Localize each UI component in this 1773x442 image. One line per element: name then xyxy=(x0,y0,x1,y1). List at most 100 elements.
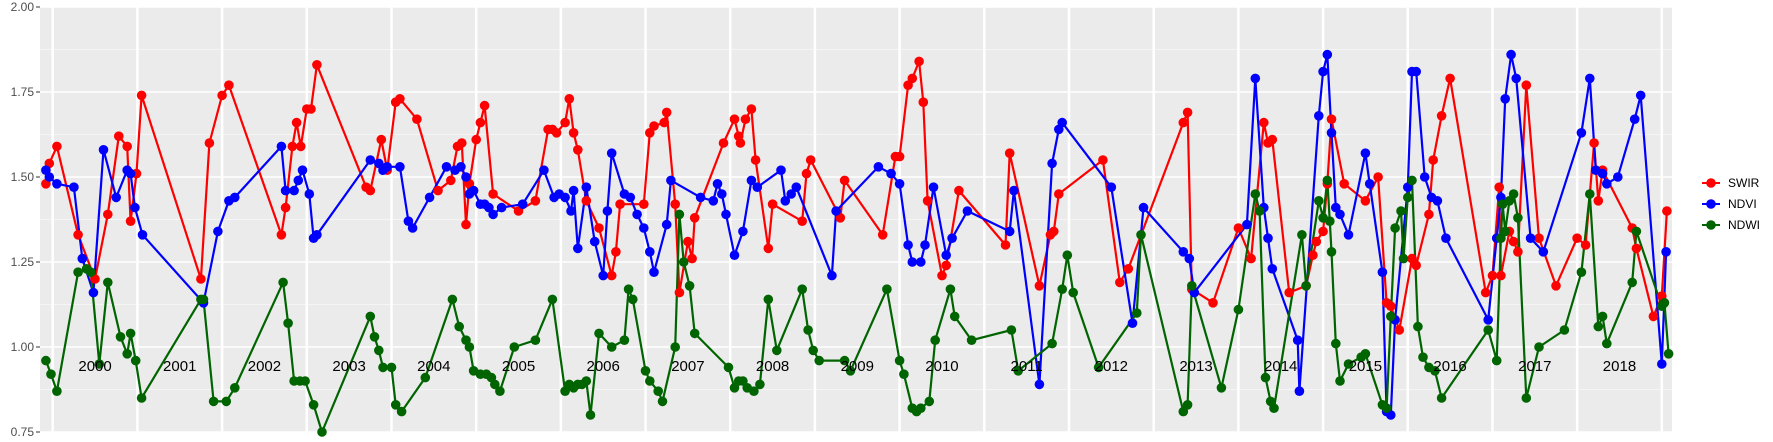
data-point-ndwi xyxy=(1491,355,1502,366)
data-point-ndwi xyxy=(1260,372,1271,383)
data-point-ndwi xyxy=(122,349,132,359)
year-label: 2012 xyxy=(1095,358,1128,375)
data-point-ndwi xyxy=(1331,338,1341,349)
data-point-ndwi xyxy=(581,376,592,386)
data-point-swir xyxy=(1284,287,1294,298)
data-point-ndvi xyxy=(1661,247,1671,257)
data-point-swir xyxy=(125,216,136,226)
data-point-ndvi xyxy=(1343,230,1354,240)
data-point-swir xyxy=(568,128,579,138)
data-point-ndvi xyxy=(581,182,592,192)
legend-label: NDVI xyxy=(1728,197,1757,211)
data-point-ndvi xyxy=(894,179,905,189)
data-point-ndwi xyxy=(674,209,685,220)
data-point-ndvi xyxy=(1009,185,1019,196)
data-point-ndwi xyxy=(1593,321,1604,332)
data-point-ndvi xyxy=(791,182,802,192)
data-point-ndvi xyxy=(280,185,291,196)
data-point-ndvi xyxy=(873,162,884,172)
data-point-swir xyxy=(1386,301,1396,312)
data-point-swir xyxy=(740,114,751,124)
data-point-swir xyxy=(1394,325,1405,335)
data-point-swir xyxy=(276,230,287,240)
data-point-ndvi xyxy=(88,287,99,298)
data-point-ndwi xyxy=(208,396,219,407)
data-point-ndwi xyxy=(1500,226,1510,237)
data-point-ndwi xyxy=(1585,189,1595,199)
data-point-ndwi xyxy=(1398,253,1409,264)
data-point-swir xyxy=(1182,107,1193,118)
data-point-swir xyxy=(877,230,888,240)
data-point-swir xyxy=(1648,311,1659,322)
data-point-ndwi xyxy=(594,328,604,339)
year-label: 2013 xyxy=(1179,358,1212,375)
data-point-ndvi xyxy=(1335,209,1345,220)
data-point-ndvi xyxy=(1483,315,1493,325)
data-point-ndvi xyxy=(382,162,393,172)
data-point-swir xyxy=(1496,270,1506,281)
data-point-ndwi xyxy=(606,342,617,352)
data-point-ndvi xyxy=(365,155,376,165)
data-point-swir xyxy=(1373,172,1383,182)
data-point-swir xyxy=(376,134,387,145)
data-point-ndwi xyxy=(490,379,500,390)
data-point-swir xyxy=(560,117,570,128)
legend-key-point xyxy=(1706,178,1716,188)
data-point-swir xyxy=(1494,182,1504,192)
data-point-ndwi xyxy=(619,335,630,346)
data-point-ndvi xyxy=(213,226,223,237)
data-point-swir xyxy=(1411,260,1421,271)
data-point-ndvi xyxy=(1576,128,1587,138)
data-point-swir xyxy=(488,189,498,199)
data-point-ndwi xyxy=(1335,376,1345,386)
data-point-ndwi xyxy=(1314,196,1324,206)
data-point-swir xyxy=(1487,270,1498,281)
year-label: 2000 xyxy=(78,358,111,375)
data-point-ndvi xyxy=(1419,172,1430,182)
data-point-swir xyxy=(659,117,669,128)
data-point-ndvi xyxy=(962,206,973,216)
data-point-ndwi xyxy=(115,332,126,342)
data-point-swir xyxy=(136,90,147,101)
data-point-swir xyxy=(1360,196,1371,206)
data-point-ndvi xyxy=(566,206,576,216)
data-point-ndvi xyxy=(729,250,740,260)
data-point-swir xyxy=(1326,114,1337,124)
data-point-ndwi xyxy=(1483,325,1493,335)
data-point-ndwi xyxy=(1513,213,1523,223)
data-point-swir xyxy=(564,94,575,104)
data-point-ndvi xyxy=(1585,73,1595,84)
data-point-ndvi xyxy=(666,175,676,186)
data-point-ndwi xyxy=(317,427,327,437)
data-point-swir xyxy=(1580,240,1591,250)
data-point-ndwi xyxy=(1301,281,1311,291)
data-point-ndvi xyxy=(1441,233,1451,243)
data-point-swir xyxy=(291,117,302,128)
data-point-swir xyxy=(365,185,376,196)
data-point-ndwi xyxy=(52,386,62,397)
data-point-swir xyxy=(937,270,947,281)
data-point-ndvi xyxy=(1525,233,1536,243)
data-point-swir xyxy=(718,138,729,148)
y-tick-label: 1.75 xyxy=(11,85,35,99)
data-point-ndwi xyxy=(1326,247,1337,257)
data-point-ndvi xyxy=(1411,66,1421,77)
data-point-ndwi xyxy=(1659,298,1670,308)
data-point-swir xyxy=(1098,155,1108,165)
data-point-ndwi xyxy=(1418,352,1428,363)
data-point-ndwi xyxy=(749,386,759,397)
year-label: 2008 xyxy=(756,358,789,375)
data-point-swir xyxy=(674,287,685,298)
data-point-ndwi xyxy=(1250,189,1261,199)
data-point-ndwi xyxy=(125,328,136,339)
data-point-ndwi xyxy=(300,376,310,386)
data-point-swir xyxy=(689,213,700,223)
data-point-ndvi xyxy=(304,189,315,199)
data-point-swir xyxy=(122,141,132,152)
data-point-ndwi xyxy=(1521,393,1532,403)
data-point-ndvi xyxy=(1138,202,1149,213)
data-point-swir xyxy=(1424,209,1434,220)
data-point-ndvi xyxy=(625,192,636,203)
data-point-ndwi xyxy=(1631,226,1642,237)
